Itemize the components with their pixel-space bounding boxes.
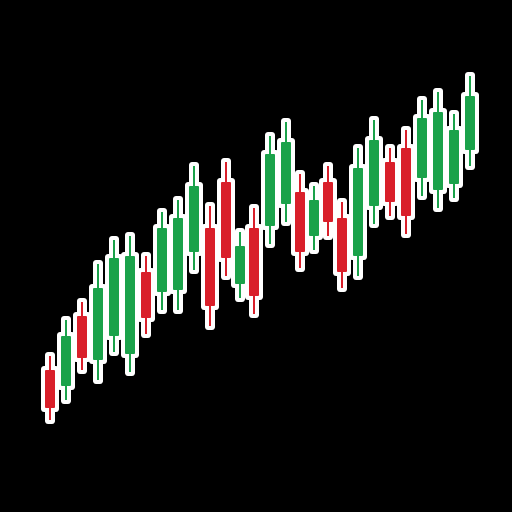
candle-body — [221, 182, 231, 258]
candle — [309, 186, 319, 250]
candle-body — [353, 168, 363, 256]
candle — [249, 208, 259, 314]
candle — [109, 240, 119, 352]
candle — [295, 174, 305, 268]
candle — [235, 232, 245, 298]
candle — [401, 130, 411, 234]
candle — [433, 92, 443, 208]
candle-body — [93, 288, 103, 360]
candle — [61, 320, 71, 400]
candle-body — [385, 162, 395, 202]
candle — [125, 236, 135, 372]
candle-body — [337, 218, 347, 272]
candle — [465, 76, 475, 166]
candle — [323, 166, 333, 236]
candle — [265, 136, 275, 244]
candle — [337, 202, 347, 288]
candle-body — [401, 148, 411, 216]
candle-body — [281, 142, 291, 204]
candle — [93, 264, 103, 380]
candle — [141, 256, 151, 334]
candle-body — [235, 246, 245, 284]
candle — [157, 212, 167, 310]
candle-body — [295, 192, 305, 252]
candle-body — [265, 154, 275, 226]
candle — [173, 200, 183, 310]
candle-body — [369, 140, 379, 206]
candle — [189, 166, 199, 270]
candle — [221, 162, 231, 276]
candle-body — [205, 228, 215, 306]
candle — [281, 122, 291, 222]
candle-body — [417, 118, 427, 178]
candle-body — [465, 96, 475, 150]
candlestick-chart — [0, 0, 512, 512]
candle-body — [45, 370, 55, 408]
candle-body — [61, 336, 71, 386]
candle-body — [323, 182, 333, 222]
candle-body — [173, 218, 183, 290]
candle-body — [433, 112, 443, 190]
candle-body — [309, 200, 319, 236]
candle-body — [449, 130, 459, 184]
candle-body — [249, 228, 259, 296]
candle-body — [157, 228, 167, 292]
candle — [353, 148, 363, 276]
candle-body — [109, 258, 119, 336]
candle — [385, 148, 395, 216]
candle-body — [77, 316, 87, 358]
candle-body — [141, 272, 151, 318]
candle — [205, 206, 215, 326]
candle — [45, 356, 55, 420]
candle-body — [189, 186, 199, 252]
candle — [417, 100, 427, 196]
candle-body — [125, 256, 135, 354]
candle — [449, 114, 459, 198]
candle — [77, 302, 87, 370]
candle — [369, 120, 379, 224]
